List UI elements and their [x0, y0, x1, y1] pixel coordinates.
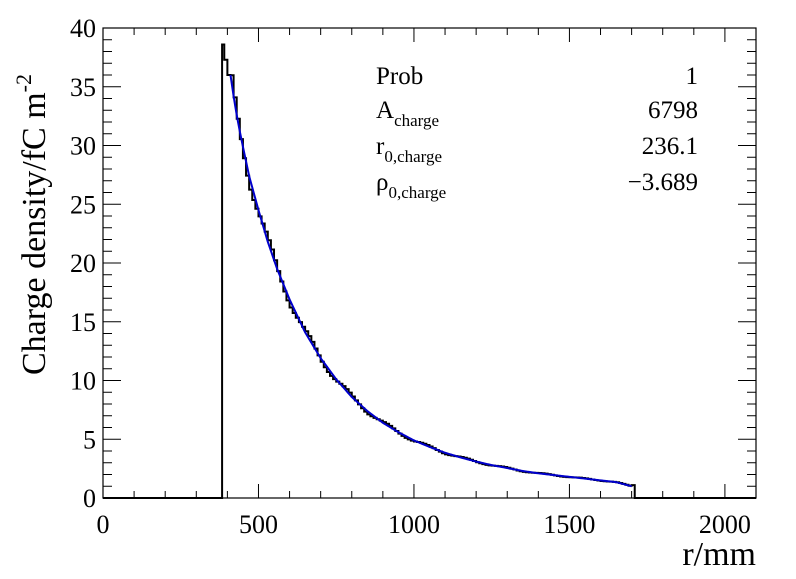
- y-tick-label: 20: [70, 249, 96, 278]
- stat-name: r0,charge: [376, 133, 442, 166]
- y-tick-label: 15: [70, 308, 96, 337]
- tick-labels-group: 0 500 1000 1500 2000 0 5 10 15 20 25 30 35 40: [70, 14, 751, 539]
- y-tick-label: 5: [83, 425, 96, 454]
- x-tick-label: 2000: [699, 510, 751, 539]
- stat-name-sub: charge: [394, 111, 439, 130]
- stat-name-main: r: [376, 133, 385, 160]
- stat-name-main: Prob: [376, 63, 423, 90]
- stat-name: ρ0,charge: [376, 169, 446, 202]
- y-tick-label: 10: [70, 367, 96, 396]
- fit-curve: [229, 74, 632, 488]
- stat-name-main: ρ: [376, 169, 388, 196]
- stat-value: 236.1: [642, 133, 698, 160]
- y-tick-label: 30: [70, 132, 96, 161]
- y-tick-label: 25: [70, 190, 96, 219]
- stat-value: −3.689: [628, 169, 698, 196]
- stat-name-main: A: [376, 97, 394, 124]
- y-tick-label: 0: [83, 484, 96, 513]
- x-tick-label: 0: [97, 510, 110, 539]
- x-tick-label: 500: [239, 510, 278, 539]
- ticks-group: [102, 27, 757, 499]
- y-axis-label: Charge density/fC m-2: [11, 74, 53, 375]
- y-axis-label-sup: -2: [11, 74, 36, 92]
- x-tick-label: 1000: [388, 510, 440, 539]
- fit-group: [229, 74, 632, 488]
- stat-name: Prob: [376, 63, 423, 90]
- x-axis-label: r/mm: [682, 536, 756, 573]
- stat-name-sub: 0,charge: [384, 147, 442, 166]
- x-tick-label: 1500: [543, 510, 595, 539]
- stat-value: 6798: [648, 97, 698, 124]
- y-tick-label: 40: [70, 14, 96, 43]
- y-axis-label-main: Charge density/fC m: [16, 92, 53, 375]
- y-tick-label: 35: [70, 73, 96, 102]
- stat-name-sub: 0,charge: [388, 183, 446, 202]
- stat-value: 1: [686, 63, 699, 90]
- stat-name: Acharge: [376, 97, 439, 130]
